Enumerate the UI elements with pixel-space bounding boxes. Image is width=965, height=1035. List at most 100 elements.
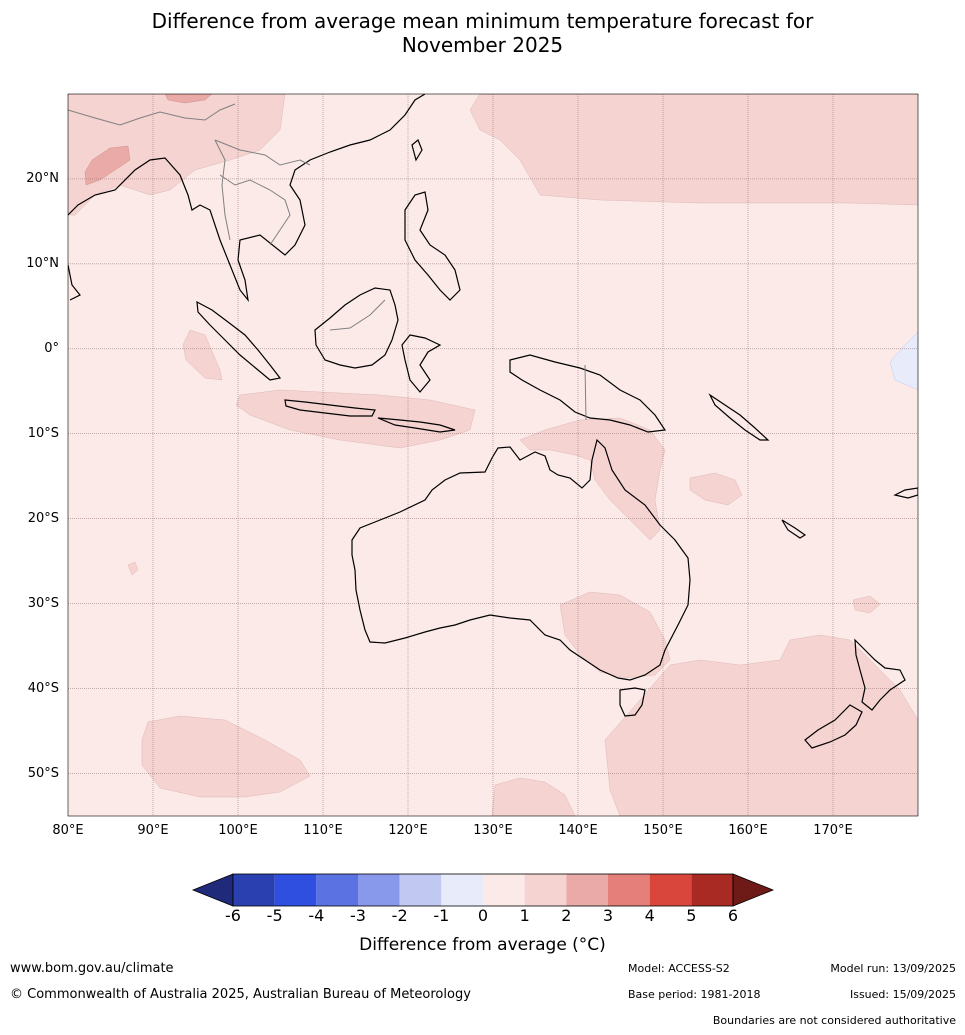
coastlines [68, 94, 918, 749]
colorbar-swatch [483, 874, 525, 906]
gridlines [68, 94, 918, 816]
colorbar-swatch [649, 874, 692, 906]
footer-model: Model: ACCESS-S2 [628, 962, 730, 975]
colorbar-extend-low [191, 873, 234, 907]
colorbar-tick-label: 5 [686, 906, 697, 925]
contour-region-north-pacific [469, 94, 918, 206]
latitude-label: 30°S [27, 595, 59, 611]
contour-region-small-patch [127, 561, 139, 576]
coastline-borneo [314, 287, 399, 369]
colorbar-extend-high [732, 873, 775, 907]
footer-website: www.bom.gov.au/climate [10, 961, 174, 976]
latitude-label: 40°S [27, 680, 59, 696]
latitude-label: 20°N [26, 170, 59, 186]
colorbar-swatch [399, 874, 442, 906]
longitude-label: 150°E [643, 823, 683, 838]
contour-region-tasman-east [852, 595, 881, 614]
longitude-label: 140°E [558, 823, 598, 838]
coastline-new-caledonia [781, 519, 807, 539]
footer-base-period: Base period: 1981-2018 [628, 988, 761, 1001]
colorbar-swatch [691, 874, 733, 906]
colorbar-swatch [524, 874, 567, 906]
colorbar-tick-label: -2 [391, 906, 408, 925]
colorbar-swatch [566, 874, 608, 906]
footer-model-run: Model run: 13/09/2025 [830, 962, 956, 975]
coastline-asia-mainland [68, 94, 426, 303]
latitude-label: 0° [44, 340, 59, 356]
coastline-australia [351, 438, 691, 681]
colorbar-tick-label: 2 [561, 906, 572, 925]
contour-region-java-sea [235, 389, 476, 449]
colorbar-tick-label: 3 [602, 906, 614, 925]
contour-region-tasman-sea [604, 634, 918, 816]
anomaly-contours [68, 94, 918, 816]
chart-title-line-1: Difference from average mean minimum tem… [151, 9, 814, 33]
contour-region-bay-of-bengal-warm [84, 145, 131, 186]
border-indochina [219, 174, 291, 246]
coastline-new-zealand-north [854, 638, 906, 711]
longitude-label: 130°E [473, 823, 513, 838]
coastline-solomons [708, 393, 770, 441]
coastline-taiwan [411, 139, 423, 162]
contour-region-southeast-australia [559, 591, 671, 679]
latitude-label: 20°S [27, 510, 59, 526]
longitude-label: 110°E [303, 823, 343, 838]
coastline-sulawesi [401, 334, 442, 393]
footer-issued: Issued: 15/09/2025 [849, 988, 956, 1001]
longitude-label: 120°E [388, 823, 428, 838]
contour-region-southern-ocean [491, 777, 576, 816]
colorbar-swatch [233, 874, 275, 906]
footer-copyright: © Commonwealth of Australia 2025, Austra… [10, 987, 471, 1002]
border-borneo [329, 299, 386, 331]
colorbar-tick-label: -3 [350, 906, 366, 925]
coastline-java [284, 399, 376, 417]
contour-region-central-pacific-cool [889, 331, 918, 391]
colorbar-swatch [441, 874, 483, 906]
colorbar-swatch [358, 874, 400, 906]
colorbar-label: Difference from average (°C) [359, 935, 606, 955]
contour-region-indian-ocean-patch [182, 329, 223, 381]
latitude-label: 10°S [27, 425, 59, 441]
contour-region-coral-sea-east [689, 472, 743, 506]
longitude-label: 90°E [137, 823, 169, 838]
colorbar-swatch [274, 874, 317, 906]
border-png [584, 364, 587, 421]
chart-title-line-2: November 2025 [401, 33, 564, 57]
colorbar-tick-label: -5 [266, 906, 283, 925]
coastline-philippines [404, 191, 461, 301]
border-myanmar-thailand [214, 139, 231, 241]
longitude-label: 160°E [728, 823, 768, 838]
map-frame [67, 93, 919, 817]
contour-region-southern-indian-ocean [141, 715, 311, 798]
coastline-new-guinea [509, 354, 667, 433]
country-borders [68, 103, 587, 421]
longitude-label: 100°E [218, 823, 258, 838]
longitude-label: 80°E [52, 823, 84, 838]
colorbar-tick-label: 1 [519, 906, 530, 925]
contour-region-coral-sea [519, 417, 666, 541]
footer-disclaimer: Boundaries are not considered authoritat… [712, 1014, 956, 1027]
colorbar-tick-label: -4 [308, 906, 325, 925]
border-south-asia [68, 103, 236, 126]
latitude-label: 10°N [26, 255, 59, 271]
coastline-india [68, 264, 81, 301]
coastline-fiji [893, 487, 918, 499]
longitude-label: 170°E [813, 823, 853, 838]
colorbar-swatch [316, 874, 358, 906]
border-china [214, 139, 311, 166]
coastline-new-zealand-south [804, 704, 863, 749]
colorbar-tick-label: 0 [477, 906, 489, 925]
latitude-label: 50°S [27, 765, 59, 781]
colorbar-swatch [608, 874, 650, 906]
contour-region-himalaya-warm [164, 94, 213, 104]
colorbar-tick-label: -6 [225, 906, 241, 925]
colorbar-tick-label: 4 [644, 906, 655, 925]
colorbar-tick-label: -1 [433, 906, 450, 925]
coastline-tasmania [619, 687, 646, 717]
colorbar [191, 873, 775, 907]
colorbar-tick-label: 6 [727, 906, 739, 925]
coastline-lesser-sunda [377, 417, 456, 433]
coastline-sumatra [196, 300, 282, 381]
colorbar-frame [232, 873, 734, 907]
